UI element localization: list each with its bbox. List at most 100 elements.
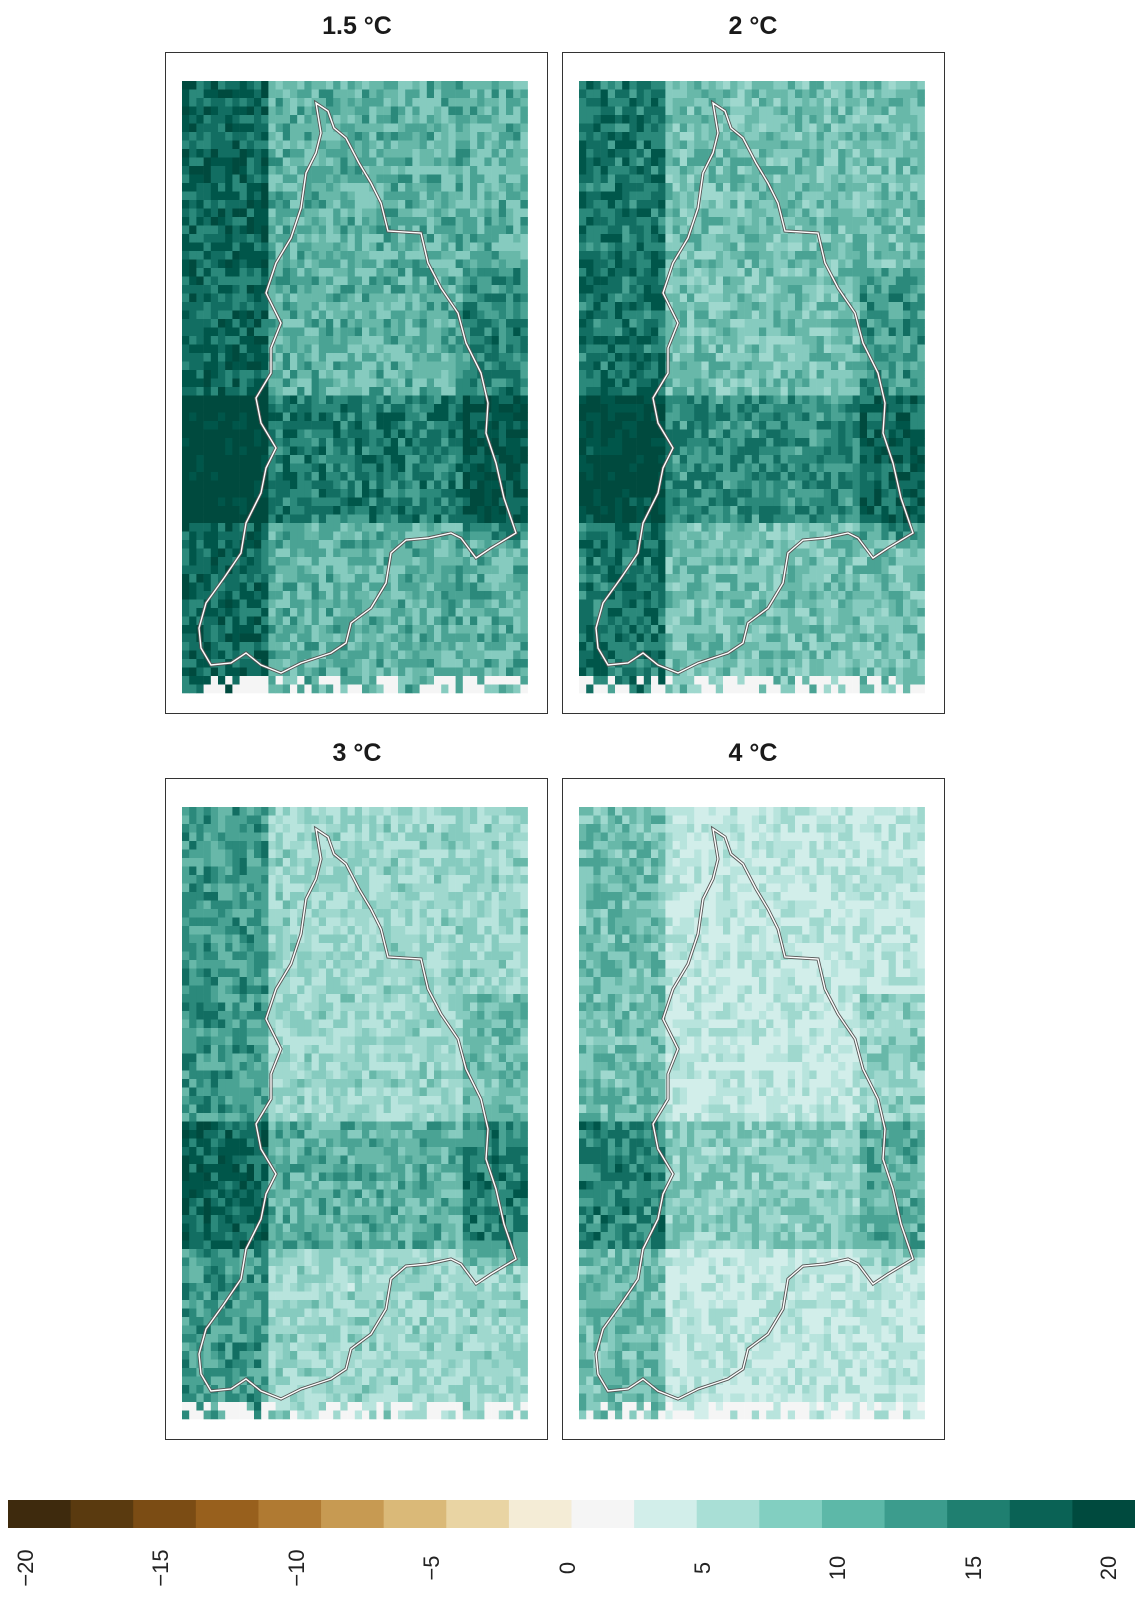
grid-cell bbox=[838, 106, 846, 116]
grid-cell bbox=[290, 438, 298, 447]
grid-cell bbox=[838, 276, 846, 286]
grid-cell bbox=[831, 336, 839, 345]
grid-cell bbox=[304, 608, 312, 617]
grid-cell bbox=[520, 506, 528, 515]
grid-cell bbox=[246, 421, 255, 430]
grid-cell bbox=[419, 591, 428, 600]
grid-cell bbox=[405, 472, 413, 481]
grid-cell bbox=[426, 336, 435, 345]
grid-cell bbox=[477, 327, 485, 337]
grid-cell bbox=[297, 370, 305, 379]
grid-cell bbox=[282, 89, 291, 99]
grid-cell bbox=[426, 123, 435, 133]
grid-cell bbox=[787, 208, 796, 218]
grid-cell bbox=[318, 540, 327, 549]
grid-cell bbox=[629, 157, 637, 167]
grid-cell bbox=[470, 123, 478, 133]
grid-cell bbox=[520, 667, 528, 677]
grid-cell bbox=[405, 421, 413, 430]
grid-cell bbox=[340, 225, 348, 235]
grid-cell bbox=[261, 157, 269, 167]
grid-cell bbox=[867, 89, 875, 99]
grid-cell bbox=[210, 378, 219, 388]
grid-cell bbox=[282, 684, 291, 694]
grid-cell bbox=[903, 149, 911, 158]
grid-cell bbox=[304, 591, 312, 600]
grid-cell bbox=[383, 200, 392, 209]
grid-cell bbox=[282, 608, 291, 617]
grid-cell bbox=[239, 497, 248, 507]
grid-cell bbox=[701, 344, 709, 354]
grid-cell bbox=[203, 259, 212, 269]
grid-cell bbox=[268, 200, 276, 209]
grid-cell bbox=[390, 387, 399, 396]
grid-cell bbox=[354, 208, 363, 218]
grid-cell bbox=[498, 242, 507, 252]
grid-cell bbox=[369, 370, 377, 379]
grid-cell bbox=[744, 174, 753, 184]
grid-cell bbox=[903, 242, 911, 252]
grid-cell bbox=[225, 387, 233, 396]
grid-cell bbox=[441, 208, 449, 218]
grid-cell bbox=[239, 353, 248, 362]
grid-cell bbox=[383, 353, 392, 362]
grid-cell bbox=[852, 208, 861, 218]
grid-cell bbox=[455, 225, 464, 235]
grid-cell bbox=[297, 497, 305, 507]
grid-cell bbox=[318, 123, 327, 133]
grid-cell bbox=[383, 361, 392, 371]
grid-cell bbox=[246, 140, 255, 150]
grid-cell bbox=[390, 166, 399, 175]
grid-cell bbox=[182, 659, 190, 668]
grid-cell bbox=[672, 174, 681, 184]
grid-cell bbox=[586, 268, 594, 277]
grid-cell bbox=[679, 174, 688, 184]
grid-cell bbox=[282, 616, 291, 626]
grid-cell bbox=[730, 166, 738, 175]
grid-cell bbox=[874, 276, 882, 286]
grid-cell bbox=[491, 472, 500, 481]
grid-cell bbox=[708, 140, 717, 150]
grid-cell bbox=[246, 293, 255, 303]
grid-cell bbox=[376, 684, 384, 694]
grid-cell bbox=[239, 480, 248, 490]
grid-cell bbox=[376, 106, 384, 116]
grid-cell bbox=[340, 438, 348, 447]
grid-cell bbox=[210, 200, 219, 209]
grid-cell bbox=[189, 319, 197, 328]
grid-cell bbox=[189, 353, 197, 362]
grid-cell bbox=[246, 540, 255, 549]
grid-cell bbox=[622, 276, 630, 286]
grid-cell bbox=[390, 140, 399, 150]
grid-cell bbox=[441, 361, 449, 371]
grid-cell bbox=[744, 81, 753, 90]
grid-cell bbox=[376, 582, 384, 592]
grid-cell bbox=[340, 310, 348, 320]
grid-cell bbox=[751, 319, 760, 328]
grid-cell bbox=[362, 302, 370, 311]
grid-cell bbox=[290, 140, 298, 150]
grid-cell bbox=[773, 98, 781, 107]
grid-cell bbox=[390, 310, 399, 320]
grid-cell bbox=[326, 455, 334, 464]
grid-cell bbox=[290, 429, 298, 439]
grid-cell bbox=[607, 166, 616, 175]
grid-cell bbox=[297, 531, 305, 541]
grid-cell bbox=[297, 89, 305, 99]
grid-cell bbox=[182, 81, 190, 90]
grid-cell bbox=[513, 208, 521, 218]
grid-cell bbox=[390, 285, 399, 294]
grid-cell bbox=[426, 387, 435, 396]
grid-cell bbox=[182, 378, 190, 388]
grid-cell bbox=[744, 285, 753, 294]
grid-cell bbox=[513, 157, 521, 167]
grid-cell bbox=[859, 310, 868, 320]
grid-cell bbox=[780, 285, 789, 294]
grid-cell bbox=[182, 506, 190, 515]
grid-cell bbox=[694, 157, 702, 167]
grid-cell bbox=[405, 310, 413, 320]
grid-cell bbox=[470, 140, 478, 150]
grid-cell bbox=[369, 633, 377, 643]
grid-cell bbox=[419, 676, 428, 685]
grid-cell bbox=[290, 412, 298, 422]
